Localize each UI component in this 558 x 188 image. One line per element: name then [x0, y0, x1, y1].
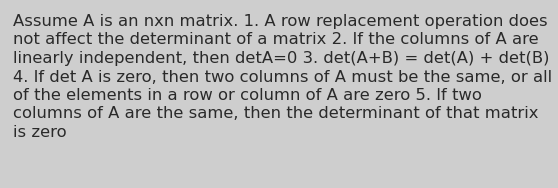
Text: of the elements in a row or column of A are zero 5. If two: of the elements in a row or column of A …	[13, 88, 482, 103]
Text: Assume A is an nxn matrix. 1. A row replacement operation does: Assume A is an nxn matrix. 1. A row repl…	[13, 14, 547, 29]
Text: linearly independent, then detA=0 3. det(A+B) = det(A) + det(B): linearly independent, then detA=0 3. det…	[13, 51, 550, 66]
Text: 4. If det A is zero, then two columns of A must be the same, or all: 4. If det A is zero, then two columns of…	[13, 70, 552, 84]
Text: columns of A are the same, then the determinant of that matrix: columns of A are the same, then the dete…	[13, 106, 538, 121]
Text: not affect the determinant of a matrix 2. If the columns of A are: not affect the determinant of a matrix 2…	[13, 33, 538, 48]
Text: is zero: is zero	[13, 125, 66, 140]
